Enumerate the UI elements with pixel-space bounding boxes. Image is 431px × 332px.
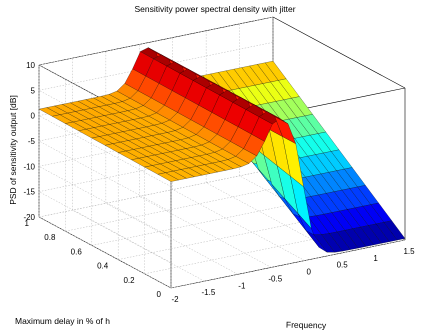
grid-line (38, 168, 274, 218)
grid-line (38, 42, 274, 91)
z-axis-label: PSD of sensitivity output [dB] (8, 95, 18, 205)
z-tick-label: -15 (23, 188, 35, 197)
grid-line (172, 189, 305, 261)
z-tick-label: 10 (26, 61, 35, 70)
grid-line (38, 16, 274, 66)
z-tick-label: -5 (28, 137, 36, 146)
y-tick-label: 0.6 (71, 247, 83, 256)
x-tick-label: -1 (238, 281, 246, 290)
grid-line (170, 239, 406, 289)
y-tick-label: 0.2 (123, 276, 135, 285)
y-axis-label: Maximum delay in % of h (15, 316, 110, 326)
x-axis-label: Frequency (286, 320, 327, 331)
z-tick-label: -20 (23, 213, 35, 222)
x-tick-label: 0 (306, 268, 311, 277)
tick-labels: -2 -1.5 -1 -0.5 0 0.5 1 1.5 0 0.2 0.4 0.6 0.8 1 10 5 0 -5… (23, 61, 415, 304)
grid-line (38, 166, 172, 238)
z-tick-label: 0 (31, 112, 36, 121)
grid-line (38, 140, 172, 213)
grid-line (105, 203, 238, 275)
x-tick-label: -0.5 (268, 274, 282, 283)
grid-line (139, 196, 272, 268)
surface-plot (38, 47, 406, 253)
box-edge (272, 16, 406, 89)
grid-line (38, 168, 274, 218)
x-tick-label: 0.5 (337, 261, 349, 270)
x-tick-label: 1 (373, 254, 378, 263)
x-tick-label: 1.5 (403, 247, 415, 256)
y-tick-label: 0.4 (97, 262, 109, 271)
grid-line (72, 209, 205, 282)
x-tick-label: -2 (171, 295, 179, 304)
grid-line (38, 115, 172, 187)
z-tick-label: -10 (23, 162, 35, 171)
chart-title: Sensitivity power spectral density with … (134, 4, 295, 14)
x-tick-label: -1.5 (202, 288, 216, 297)
grid-lines (38, 16, 406, 289)
grid-line (65, 182, 300, 232)
surface-facet (383, 220, 406, 241)
grid-line (38, 191, 172, 263)
grid-line (38, 216, 172, 289)
z-tick-label: 5 (31, 86, 36, 95)
y-tick-label: 1 (25, 219, 30, 228)
y-tick-label: 0.8 (44, 233, 56, 242)
axis-line-x (170, 239, 406, 289)
y-tick-label: 0 (157, 290, 162, 299)
